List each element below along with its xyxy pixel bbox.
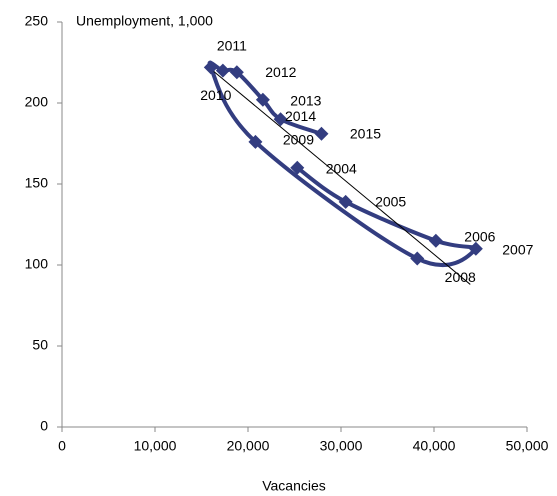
- data-label: 2005: [375, 194, 406, 210]
- marker: [248, 134, 263, 149]
- marker: [314, 126, 329, 141]
- x-tick-label: 30,000: [320, 438, 363, 454]
- marker: [203, 60, 218, 75]
- data-label: 2014: [285, 108, 316, 124]
- data-label: 2008: [445, 269, 476, 285]
- y-tick-label: 150: [25, 175, 49, 191]
- data-label: 2007: [502, 242, 533, 258]
- y-tick-label: 200: [25, 94, 49, 110]
- y-axis-label: Unemployment, 1,000: [76, 13, 213, 29]
- marker: [290, 160, 305, 175]
- marker: [255, 92, 270, 107]
- x-tick-label: 0: [58, 438, 66, 454]
- data-label: 2006: [464, 228, 495, 244]
- marker: [273, 112, 288, 127]
- data-label: 2010: [200, 87, 231, 103]
- x-tick-label: 20,000: [227, 438, 270, 454]
- y-tick-label: 50: [32, 337, 48, 353]
- y-tick-label: 0: [40, 418, 48, 434]
- marker: [428, 233, 443, 248]
- y-tick-label: 250: [25, 13, 49, 29]
- data-label: 2013: [290, 92, 321, 108]
- x-tick-label: 50,000: [506, 438, 549, 454]
- data-label: 2004: [326, 161, 357, 177]
- marker: [410, 251, 425, 266]
- trendline: [210, 68, 471, 285]
- y-tick-label: 100: [25, 256, 49, 272]
- marker: [229, 65, 244, 80]
- data-label: 2011: [217, 37, 247, 53]
- data-label: 2009: [283, 132, 314, 148]
- x-tick-label: 40,000: [413, 438, 456, 454]
- data-label: 2015: [350, 125, 381, 141]
- marker: [215, 63, 230, 78]
- marker: [338, 194, 353, 209]
- x-tick-label: 10,000: [134, 438, 177, 454]
- x-axis-label: Vacancies: [262, 478, 326, 494]
- data-label: 2012: [265, 64, 296, 80]
- marker: [468, 241, 483, 256]
